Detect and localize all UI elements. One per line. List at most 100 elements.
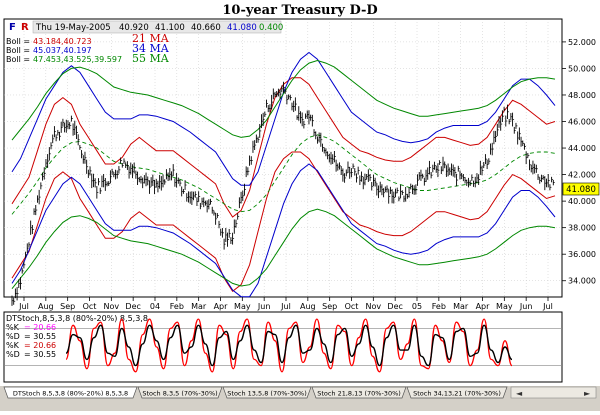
x-tick-label: Aug	[38, 302, 54, 311]
ma-line-55	[11, 134, 556, 215]
band-upper-55-ma	[11, 59, 556, 141]
info-date: Thu 19-May-2005	[35, 23, 111, 33]
x-tick-label: Feb	[432, 302, 446, 311]
price-y-axis: 34.000 36.000 38.000 40.000 42.000 44.000 46.0…	[562, 38, 596, 286]
x-tick-label: Dec	[125, 302, 140, 311]
band-lower-55-ma	[11, 208, 556, 290]
x-tick-label: Jul	[280, 302, 291, 311]
indicator-tabs: DTStoch 8,5,3,8 (80%-20%) 8,5,3,8 Stoch 8…	[0, 386, 600, 411]
band-lower-21-ma	[11, 151, 556, 293]
stoch-title: DTStoch,8,5,3,8 (80%-20%) 8,5,3,8	[6, 314, 148, 323]
x-tick-label: Oct	[345, 302, 359, 311]
tab-shape	[406, 386, 508, 399]
y-tick-label: 52.000	[568, 38, 596, 47]
ma-label-21: 21 MA	[132, 32, 170, 45]
indicator-tab[interactable]: Stoch 8,3,5 (70%-30%)	[137, 386, 223, 399]
x-tick-label: Feb	[170, 302, 184, 311]
price-panel	[3, 18, 563, 298]
stoch-readout-rows: %K = 20.66 %D = 30.55 %K = 20.66 %D = 30.55	[6, 323, 56, 359]
x-tick-label: Jun	[519, 302, 533, 311]
stoch-readout-value: = 30.55	[24, 350, 56, 359]
last-value-label: 41.080	[566, 185, 596, 195]
boll-readout-label: Boll =	[6, 37, 30, 46]
boll-readout-label: Boll =	[6, 46, 30, 55]
x-tick-label: Jun	[257, 302, 271, 311]
ma-labels: 21 MA 34 MA 55 MA	[132, 32, 170, 65]
tab-shape	[3, 386, 138, 399]
x-tick-label: Nov	[366, 302, 382, 311]
last-value-marker: 41.080	[562, 182, 600, 196]
stoch-readout-value: = 20.66	[24, 341, 56, 350]
indicator-tab[interactable]: DTStoch 8,5,3,8 (80%-20%) 8,5,3,8	[3, 386, 138, 399]
price-grid	[4, 22, 562, 297]
tab-label: Stoch 8,3,5 (70%-30%)	[142, 390, 217, 398]
x-tick-label: Nov	[104, 302, 120, 311]
boll-readout-value: 43.184,40.723	[33, 37, 92, 46]
tab-label: DTStoch 8,5,3,8 (80%-20%) 8,5,3,8	[13, 390, 128, 398]
stoch-line-pctk	[65, 318, 513, 373]
info-open: 40.920	[119, 23, 149, 33]
info-close: 41.080	[227, 23, 257, 33]
boll-readout-label: Boll =	[6, 55, 30, 64]
y-tick-label: 40.000	[568, 197, 596, 206]
info-high: 41.100	[155, 23, 185, 33]
overlay-readouts: Boll = 43.184,40.723 Boll = 45.037,40.19…	[6, 37, 122, 64]
stoch-lines-layer	[65, 318, 513, 373]
ma-label-55: 55 MA	[132, 52, 170, 65]
stoch-readout-label: %K	[6, 341, 20, 350]
info-flag-r[interactable]: R	[21, 22, 29, 33]
date-x-axis: Jul Aug Sep Oct Nov Dec 04 Feb Mar Apr May Jun Jul Au…	[18, 297, 553, 311]
chart-title: 10-year Treasury D-D	[222, 3, 377, 18]
indicator-tab[interactable]: Stoch 34,13,21 (70%-30%)	[406, 386, 508, 399]
x-tick-label: Aug	[300, 302, 316, 311]
indicator-tab[interactable]: Stoch 21,8,13 (70%-30%)	[311, 386, 407, 399]
x-tick-label: 05	[412, 302, 422, 311]
scroll-right-icon[interactable]: ►	[584, 389, 591, 398]
indicator-tab[interactable]: Stoch 13,5,8 (70%-30%)	[222, 386, 312, 399]
y-tick-label: 34.000	[568, 277, 596, 286]
x-tick-label: Dec	[387, 302, 402, 311]
boll-readout-value: 45.037,40.197	[33, 46, 92, 55]
moving-average-layer	[11, 51, 556, 298]
x-tick-label: Jul	[18, 302, 29, 311]
tab-shape	[311, 386, 407, 399]
info-bar: F R Thu 19-May-2005 40.920 41.100 40.660…	[9, 20, 283, 34]
y-tick-label: 50.000	[568, 64, 596, 73]
x-tick-label: Sep	[322, 302, 337, 311]
y-tick-label: 46.000	[568, 118, 596, 127]
tab-shape	[137, 386, 223, 399]
tab-label: Stoch 13,5,8 (70%-30%)	[227, 390, 306, 398]
stoch-level-lines	[4, 328, 562, 366]
x-tick-label: Sep	[60, 302, 75, 311]
x-tick-label: Oct	[83, 302, 97, 311]
band-lower-34-ma	[11, 163, 556, 298]
x-tick-label: Mar	[453, 302, 469, 311]
stoch-readout-value: = 30.55	[24, 332, 56, 341]
tab-label: Stoch 21,8,13 (70%-30%)	[317, 390, 401, 398]
x-tick-label: 04	[150, 302, 160, 311]
y-tick-label: 42.000	[568, 171, 596, 180]
stoch-readout-label: %D	[6, 332, 20, 341]
x-tick-label: May	[496, 302, 513, 311]
stoch-readout-label: %K	[6, 323, 20, 332]
y-tick-label: 44.000	[568, 144, 596, 153]
info-change: 0.400	[259, 23, 283, 33]
stoch-line-pctd	[65, 324, 513, 367]
x-tick-label: Mar	[191, 302, 207, 311]
info-bar-bg	[32, 20, 282, 34]
last-value-box	[562, 182, 600, 196]
info-flag-f[interactable]: F	[9, 22, 16, 33]
stoch-readout-value: = 20.66	[24, 323, 56, 332]
y-tick-label: 38.000	[568, 224, 596, 233]
price-bars-layer	[11, 81, 555, 306]
ma-label-34: 34 MA	[132, 42, 170, 55]
tab-shape	[222, 386, 312, 399]
tab-scrollbar[interactable]	[510, 386, 597, 399]
tab-label: Stoch 34,13,21 (70%-30%)	[413, 390, 501, 398]
scroll-left-icon[interactable]: ◄	[516, 389, 523, 398]
y-tick-label: 36.000	[568, 250, 596, 259]
boll-readout-value: 47.453,43.525,39.597	[33, 55, 122, 64]
y-tick-label: 48.000	[568, 91, 596, 100]
